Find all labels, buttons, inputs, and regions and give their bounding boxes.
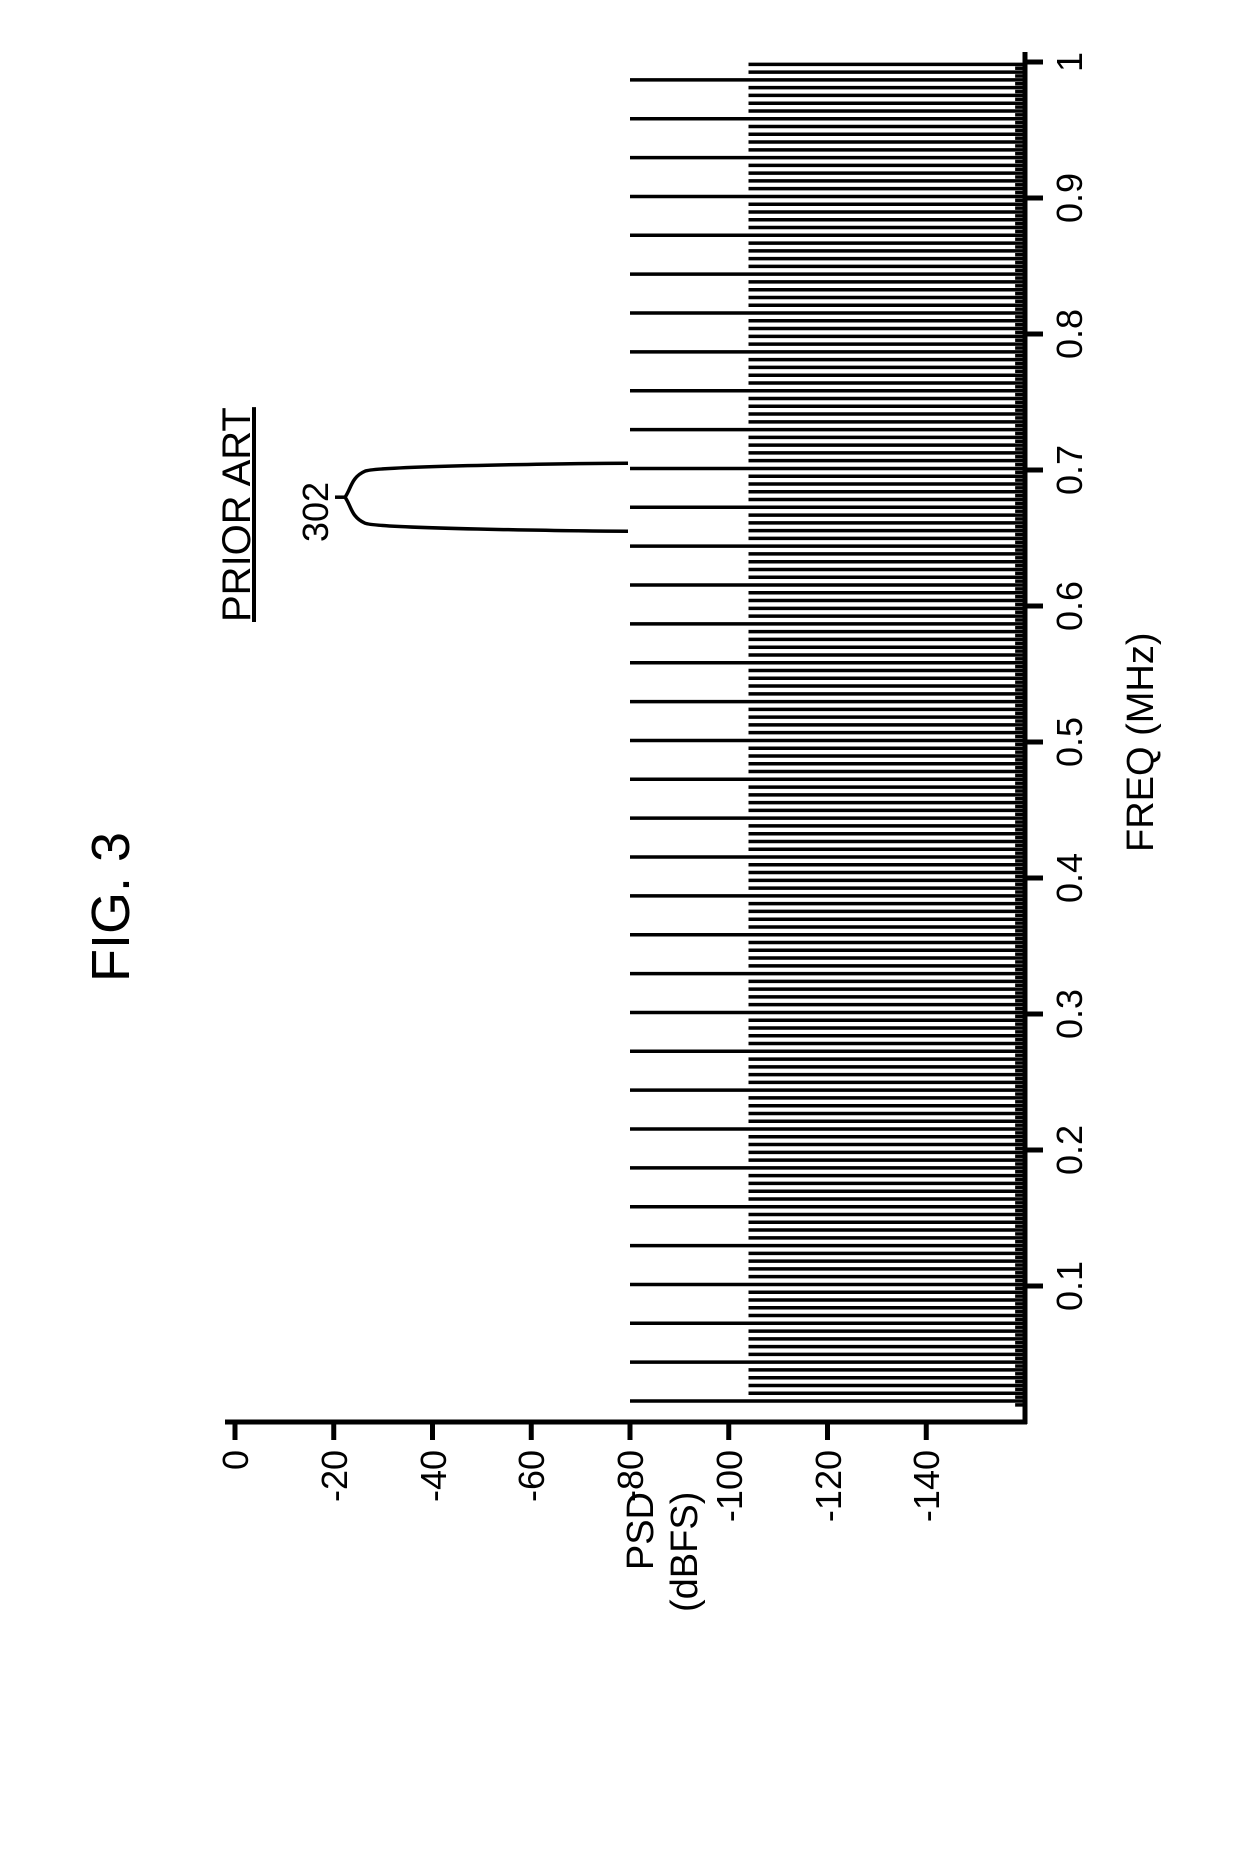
y-tick-label: -40 (413, 1450, 455, 1540)
y-tick-label: -60 (511, 1450, 553, 1540)
y-tick-label: -120 (808, 1450, 850, 1540)
x-tick-label: 0.9 (1049, 148, 1091, 248)
x-tick-label: 0.8 (1049, 284, 1091, 384)
x-tick-label: 1 (1049, 12, 1091, 112)
y-tick-label: 0 (215, 1450, 257, 1540)
x-tick-label: 0.6 (1049, 556, 1091, 656)
x-tick-label: 0.2 (1049, 1100, 1091, 1200)
x-tick-label: 0.3 (1049, 964, 1091, 1064)
y-tick-label: -80 (610, 1450, 652, 1540)
y-tick-label: -20 (314, 1450, 356, 1540)
x-tick-label: 0.1 (1049, 1236, 1091, 1336)
y-tick-label: -140 (906, 1450, 948, 1540)
x-tick-label: 0.7 (1049, 420, 1091, 520)
page: FIG. 3 PRIOR ART PSD (dBFS) FREQ (MHz) 3… (0, 612, 1240, 1852)
figure-canvas: FIG. 3 PRIOR ART PSD (dBFS) FREQ (MHz) 3… (0, 0, 1240, 1852)
x-tick-label: 0.5 (1049, 692, 1091, 792)
y-tick-label: -100 (709, 1450, 751, 1540)
x-tick-label: 0.4 (1049, 828, 1091, 928)
